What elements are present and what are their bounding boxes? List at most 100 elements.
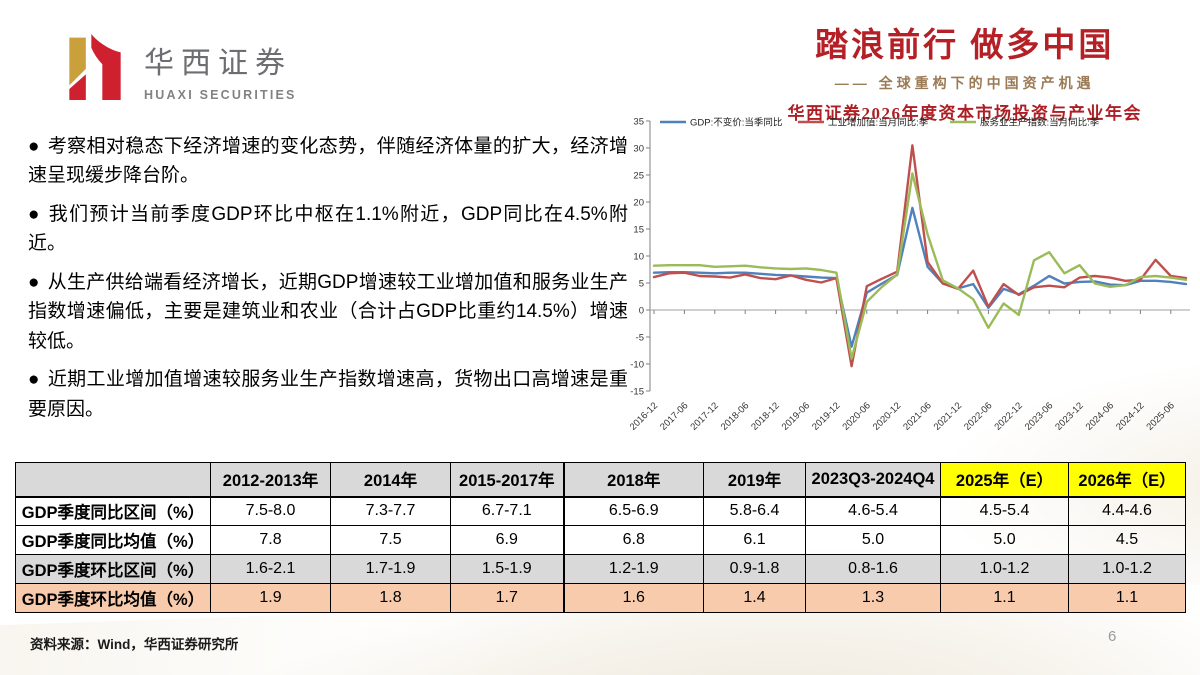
x-tick-label: 2019-06	[780, 400, 812, 432]
series-line	[652, 172, 1188, 360]
event-banner: 踏浪前行 做多中国 —— 全球重构下的中国资产机遇 华西证券2026年度资本市场…	[788, 18, 1143, 124]
table-column-header: 2023Q3-2024Q4	[805, 462, 941, 498]
y-tick-label: 30	[633, 144, 644, 155]
table-cell: 7.8	[210, 525, 331, 555]
legend-label: GDP:不变价:当季同比	[690, 117, 782, 129]
table-cell: 5.8-6.4	[703, 496, 806, 526]
x-tick-label: 2023-06	[1023, 400, 1055, 432]
table-cell: 1.6-2.1	[210, 554, 331, 584]
table-cell: 5.0	[940, 525, 1069, 555]
x-tick-label: 2017-12	[688, 400, 720, 432]
gdp-growth-chart: 35 30 25 20 15 10 5 0 -5 -10 -15 2016-12 2017-06 2017…	[628, 108, 1200, 458]
table-cell: 7.5-8.0	[210, 496, 331, 526]
logo-name-cn: 华西证券	[144, 47, 292, 80]
table-row: GDP季度环比均值（%） 1.9 1.8 1.7 1.6 1.4 1.3 1.1 1.1	[15, 583, 1186, 613]
table-cell: 0.9-1.8	[703, 554, 806, 584]
x-tick-label: 2018-06	[719, 400, 751, 432]
logo-name-en: HUAXI SECURITIES	[144, 88, 297, 102]
y-tick-label: 20	[633, 198, 644, 209]
table-row-label: GDP季度环比均值（%）	[15, 583, 211, 613]
table-cell: 1.7	[450, 583, 564, 613]
table-cell: 1.9	[210, 583, 331, 613]
x-tick-label: 2021-12	[932, 400, 964, 432]
bullet-text: 考察相对稳态下经济增速的变化态势，伴随经济体量的扩大，经济增速呈现缓步降台阶。	[28, 136, 628, 187]
table-cell: 7.3-7.7	[330, 496, 451, 526]
huaxi-logo-icon	[69, 34, 121, 100]
table-cell: 6.1	[703, 525, 806, 555]
table-cell: 6.9	[450, 525, 564, 555]
x-tick-label: 2016-12	[630, 400, 660, 432]
banner-event-name: 华西证券2026年度资本市场投资与产业年会	[787, 104, 1142, 123]
table-cell: 1.6	[562, 583, 704, 613]
table-cell: 7.5	[330, 525, 451, 555]
table-cell: 4.6-5.4	[805, 496, 941, 526]
table-cell: 1.7-1.9	[330, 554, 451, 584]
y-tick-label: 35	[633, 117, 644, 128]
x-tick-label: 2024-12	[1114, 400, 1146, 432]
bullet-icon: ●	[28, 203, 41, 225]
bullet-text: 我们预计当前季度GDP环比中枢在1.1%附近，GDP同比在4.5%附近。	[28, 203, 628, 255]
y-tick-label: 10	[633, 252, 644, 263]
table-cell: 0.8-1.6	[805, 554, 941, 584]
table-row: GDP季度环比区间（%） 1.6-2.1 1.7-1.9 1.5-1.9 1.2-1.9…	[15, 554, 1186, 584]
table-corner-cell	[15, 462, 211, 498]
table-cell: 1.3	[805, 583, 941, 613]
y-tick-label: -15	[630, 387, 644, 398]
table-cell: 5.0	[805, 525, 941, 555]
x-tick-label: 2022-12	[992, 400, 1024, 432]
line-chart-canvas: 35 30 25 20 15 10 5 0 -5 -10 -15 2016-122017-062017…	[628, 117, 1190, 433]
legend-label: 服务业生产指数:当月同比:季	[980, 117, 1100, 129]
table-cell: 1.0-1.2	[1068, 554, 1186, 584]
table-row: GDP季度同比区间（%） 7.5-8.0 7.3-7.7 6.7-7.1 6.5-6.9…	[15, 496, 1186, 526]
y-tick-label: 0	[639, 306, 644, 317]
table-cell: 1.5-1.9	[450, 554, 564, 584]
table-column-header: 2018年	[562, 462, 704, 498]
table-cell: 6.5-6.9	[562, 496, 704, 526]
x-tick-label: 2018-12	[749, 400, 781, 432]
bullet-item: ● 从生产供给端看经济增长，近期GDP增速较工业增加值和服务业生产指数增速偏低，主…	[28, 268, 628, 356]
data-source-note: 资料来源：Wind，华西证券研究所	[30, 637, 239, 652]
x-tick-label: 2019-12	[810, 400, 842, 432]
x-tick-label: 2020-06	[840, 400, 872, 432]
table-cell: 6.8	[562, 525, 704, 555]
table-cell: 4.5-5.4	[940, 496, 1069, 526]
x-tick-label: 2024-06	[1084, 400, 1116, 432]
bullet-item: ● 我们预计当前季度GDP环比中枢在1.1%附近，GDP同比在4.5%附近。	[28, 200, 628, 259]
banner-subtitle: —— 全球重构下的中国资产机遇	[834, 75, 1095, 91]
table-column-header: 2026年（E）	[1068, 462, 1186, 498]
table-cell: 6.7-7.1	[450, 496, 564, 526]
y-tick-label: 15	[633, 225, 644, 236]
y-tick-label: -5	[636, 333, 644, 344]
table-column-header: 2012-2013年	[210, 462, 331, 498]
table-cell: 4.4-4.6	[1068, 496, 1186, 526]
banner-title: 踏浪前行 做多中国	[815, 28, 1115, 64]
table-cell: 4.5	[1068, 525, 1186, 555]
page-number: 6	[1108, 628, 1117, 645]
table-cell: 1.8	[330, 583, 451, 613]
y-tick-label: 25	[633, 171, 644, 182]
y-tick-label: 5	[639, 279, 644, 290]
legend-label: 工业增加值:当月同比:季	[828, 117, 929, 129]
table-cell: 1.0-1.2	[940, 554, 1069, 584]
table-header-row: 2012-2013年 2014年 2015-2017年 2018年 2019年 2023Q…	[15, 462, 1186, 498]
table-column-header: 2019年	[703, 462, 806, 498]
bullet-list: ● 考察相对稳态下经济增速的变化态势，伴随经济体量的扩大，经济增速呈现缓步降台阶。…	[28, 132, 628, 433]
logo-text: 华西证券 HUAXI SECURITIES	[144, 32, 297, 102]
x-tick-label: 2022-06	[962, 400, 994, 432]
bullet-item: ● 考察相对稳态下经济增速的变化态势，伴随经济体量的扩大，经济增速呈现缓步降台阶。	[28, 132, 628, 191]
x-tick-label: 2017-06	[658, 400, 690, 432]
series-line	[652, 206, 1188, 348]
y-tick-label: -10	[630, 360, 644, 371]
table-row-label: GDP季度同比均值（%）	[15, 525, 211, 555]
series-line	[652, 144, 1188, 368]
x-tick-label: 2021-06	[901, 400, 933, 432]
table-column-header: 2014年	[330, 462, 451, 498]
table-row-label: GDP季度环比区间（%）	[15, 554, 211, 584]
table-column-header: 2025年（E）	[940, 462, 1069, 498]
company-logo: 华西证券 HUAXI SECURITIES	[62, 32, 297, 102]
table-cell: 1.1	[940, 583, 1069, 613]
table-row-label: GDP季度同比区间（%）	[15, 496, 211, 526]
table-column-header: 2015-2017年	[450, 462, 564, 498]
x-tick-label: 2025-06	[1144, 400, 1176, 432]
